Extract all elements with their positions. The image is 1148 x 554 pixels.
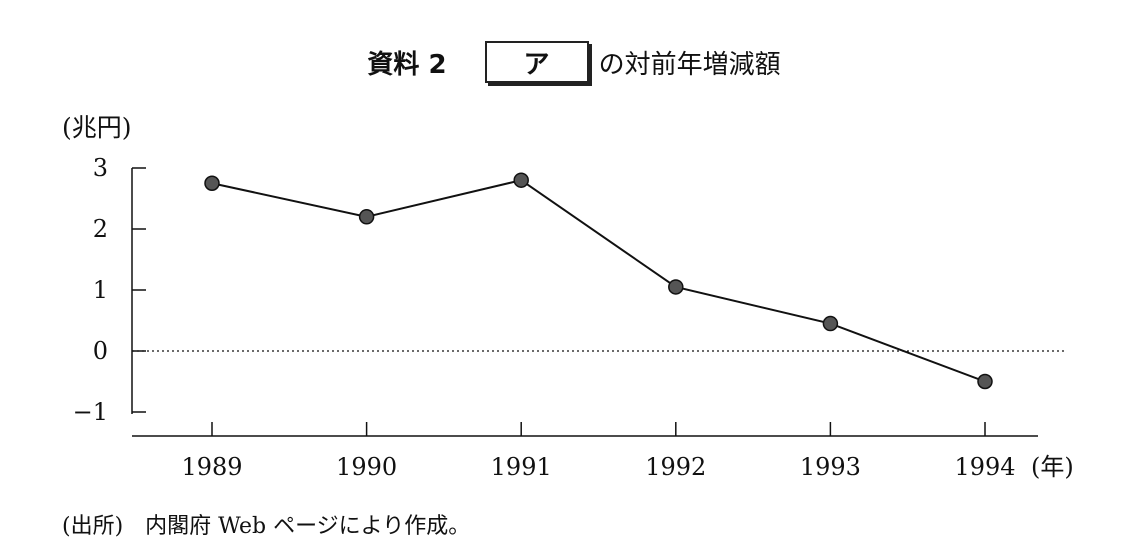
chart-title-suffix: の対前年増減額 xyxy=(598,49,781,80)
x-tick-label: 1989 xyxy=(181,453,242,481)
y-tick-label: 0 xyxy=(93,337,108,365)
chart-title-prefix: 資料 2 xyxy=(367,49,447,80)
x-axis-unit-label: (年) xyxy=(1031,453,1074,481)
y-axis-unit-label: (兆円) xyxy=(62,113,132,142)
y-tick-label: 1 xyxy=(93,276,108,304)
chart-title: 資料 2 ア の対前年増減額 xyxy=(0,41,1148,83)
series-line xyxy=(211,179,986,383)
x-tick-label: 1993 xyxy=(800,453,861,481)
y-tick-label: 2 xyxy=(93,215,108,243)
data-point xyxy=(822,315,839,332)
chart-title-blank-box: ア xyxy=(484,41,589,83)
data-point xyxy=(977,373,993,390)
x-tick-label: 1994 xyxy=(954,453,1015,481)
data-point xyxy=(204,175,220,191)
data-point xyxy=(513,172,529,188)
y-tick-label: 3 xyxy=(93,154,108,182)
data-point xyxy=(668,279,684,295)
source-note: (出所) 内閣府 Web ページにより作成。 xyxy=(62,514,471,539)
y-tick-label: −1 xyxy=(73,398,108,426)
x-tick-label: 1991 xyxy=(491,453,552,481)
data-point xyxy=(358,209,375,225)
x-tick-label: 1990 xyxy=(336,453,397,481)
x-tick-label: 1992 xyxy=(645,453,706,481)
